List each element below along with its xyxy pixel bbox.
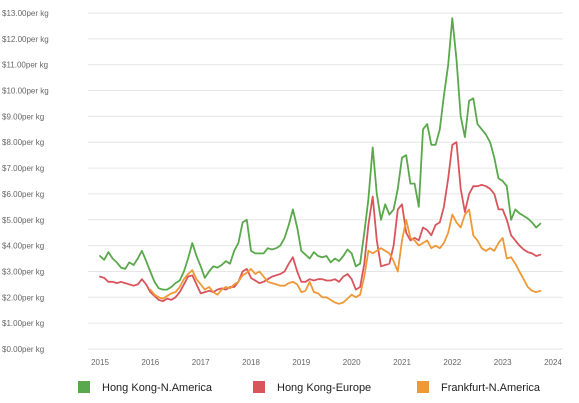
y-tick-label: $1.00per kg [2,319,44,328]
series-line-hong-kong-n-america [99,17,542,291]
legend-swatch [253,381,265,393]
legend-label: Frankfurt-N.America [441,382,541,394]
x-tick-label: 2023 [494,358,512,367]
x-tick-label: 2024 [544,358,562,367]
gridlines [88,12,563,350]
y-tick-label: $6.00per kg [2,190,44,199]
x-tick-label: 2017 [192,358,210,367]
y-tick-label: $4.00per kg [2,242,44,251]
y-tick-label: $2.00per kg [2,293,44,302]
y-tick-label: $7.00per kg [2,164,44,173]
x-tick-label: 2022 [443,358,461,367]
x-axis-tick-labels: 2015 2016 2017 2018 2019 2020 2021 2022 2023 2024 [91,358,562,367]
legend-item: Frankfurt-N.America [417,381,541,394]
x-tick-label: 2015 [91,358,109,367]
series-lines [99,17,542,305]
series-line-hong-kong-europe [99,141,542,303]
legend-label: Hong Kong-Europe [277,382,371,394]
legend-swatch [78,381,90,393]
y-tick-label: $12.00per kg [2,35,49,44]
y-tick-label: $0.00per kg [2,345,44,354]
y-tick-label: $3.00per kg [2,267,44,276]
y-tick-label: $5.00per kg [2,216,44,225]
legend-swatch [417,381,429,393]
x-tick-label: 2021 [393,358,411,367]
y-tick-label: $9.00per kg [2,112,44,121]
y-tick-label: $8.00per kg [2,138,44,147]
legend: Hong Kong-N.America Hong Kong-Europe Frank… [78,381,541,394]
x-tick-label: 2018 [242,358,260,367]
x-tick-label: 2019 [292,358,310,367]
y-tick-label: $13.00per kg [2,9,49,18]
legend-item: Hong Kong-N.America [78,381,213,394]
legend-label: Hong Kong-N.America [102,382,213,394]
series-line-frankfurt-n-america [149,208,542,305]
x-tick-label: 2016 [141,358,159,367]
x-tick-label: 2020 [343,358,361,367]
y-tick-label: $10.00per kg [2,87,49,96]
y-axis-tick-labels: $0.00per kg $1.00per kg $2.00per kg $3.00pe… [2,9,49,354]
legend-item: Hong Kong-Europe [253,381,371,394]
y-tick-label: $11.00per kg [2,61,48,70]
